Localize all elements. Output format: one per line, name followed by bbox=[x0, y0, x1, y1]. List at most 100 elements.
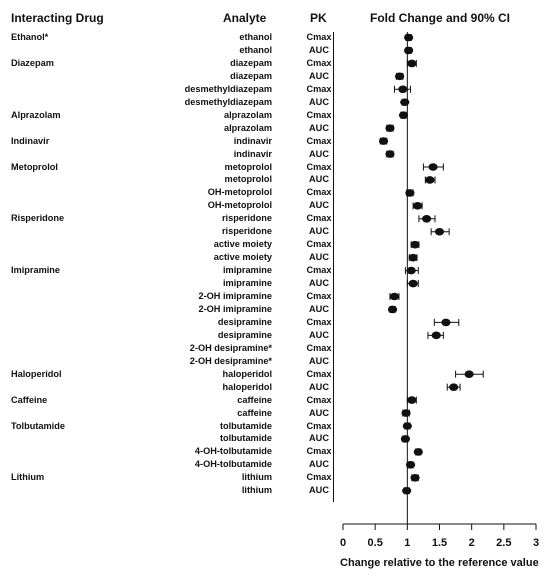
pk-label: Cmax bbox=[306, 265, 332, 276]
point-estimate bbox=[425, 176, 435, 184]
x-tick-label: 3 bbox=[533, 537, 539, 549]
analyte-label: desipramine bbox=[217, 316, 272, 327]
point-estimate bbox=[407, 396, 417, 404]
point-estimate bbox=[395, 72, 405, 81]
drug-label: Imipramine bbox=[11, 265, 61, 276]
drug-label: Indinavir bbox=[11, 135, 50, 146]
point-estimate bbox=[402, 422, 412, 430]
x-tick-label: 0.5 bbox=[368, 537, 383, 549]
analyte-label: haloperidol bbox=[222, 368, 272, 379]
pk-label: AUC bbox=[309, 96, 329, 107]
point-estimate bbox=[404, 33, 414, 42]
point-estimate bbox=[431, 331, 441, 340]
x-tick-label: 2 bbox=[469, 537, 475, 549]
analyte-label: OH-metoprolol bbox=[207, 187, 272, 198]
pk-label: AUC bbox=[309, 407, 329, 418]
pk-label: Cmax bbox=[306, 291, 332, 301]
analyte-label: 2-OH desipramine* bbox=[189, 355, 272, 366]
point-estimate bbox=[464, 370, 474, 379]
point-estimate bbox=[389, 292, 400, 301]
point-estimate bbox=[405, 189, 415, 197]
analyte-label: diazepam bbox=[230, 57, 272, 68]
analyte-label: caffeine bbox=[237, 394, 272, 405]
point-estimate bbox=[408, 279, 418, 288]
point-estimate bbox=[385, 124, 395, 132]
pk-label: AUC bbox=[309, 433, 329, 444]
analyte-label: lithium bbox=[241, 485, 272, 496]
drug-label: Caffeine bbox=[11, 394, 48, 405]
x-tick-label: 0 bbox=[340, 537, 346, 549]
pk-label: Cmax bbox=[306, 368, 332, 379]
drug-label: Tolbutamide bbox=[11, 420, 65, 431]
point-estimate bbox=[407, 59, 417, 68]
point-estimate bbox=[378, 137, 389, 145]
pk-label: AUC bbox=[309, 329, 329, 340]
pk-label: AUC bbox=[309, 226, 329, 237]
point-estimate bbox=[441, 318, 451, 327]
point-estimate bbox=[410, 474, 420, 482]
analyte-label: lithium bbox=[241, 472, 272, 483]
pk-label: AUC bbox=[309, 200, 329, 211]
pk-label: Cmax bbox=[306, 109, 332, 120]
analyte-label: desmethyldiazepam bbox=[184, 96, 272, 107]
point-estimate bbox=[405, 461, 416, 469]
pk-label: Cmax bbox=[306, 316, 332, 327]
analyte-label: desmethyldiazepam bbox=[184, 83, 272, 94]
pk-label: Cmax bbox=[306, 213, 332, 224]
point-estimate bbox=[385, 150, 395, 158]
analyte-label: indinavir bbox=[233, 135, 272, 146]
pk-label: Cmax bbox=[306, 32, 332, 42]
header-analyte: Analyte bbox=[223, 11, 267, 25]
analyte-label: 2-OH desipramine* bbox=[189, 342, 272, 353]
analyte-label: tolbutamide bbox=[219, 420, 272, 431]
pk-label: Cmax bbox=[306, 57, 332, 68]
drug-label: Metoprolol bbox=[11, 161, 58, 172]
pk-label: Cmax bbox=[306, 394, 332, 405]
point-estimate bbox=[410, 240, 420, 249]
analyte-label: 4-OH-tolbutamide bbox=[194, 459, 272, 470]
point-estimate bbox=[449, 383, 459, 391]
pk-label: AUC bbox=[309, 122, 329, 133]
analyte-label: metoprolol bbox=[224, 161, 272, 172]
pk-label: AUC bbox=[309, 303, 329, 314]
pk-label: Cmax bbox=[306, 83, 332, 94]
point-estimate bbox=[413, 202, 423, 210]
analyte-label: active moiety bbox=[213, 239, 272, 250]
pk-label: AUC bbox=[309, 485, 329, 496]
point-estimate bbox=[398, 111, 409, 119]
pk-label: Cmax bbox=[306, 446, 332, 457]
pk-label: AUC bbox=[309, 459, 329, 470]
point-estimate bbox=[398, 85, 408, 94]
x-tick-label: 1 bbox=[404, 537, 410, 549]
x-tick-label: 2.5 bbox=[496, 537, 511, 549]
pk-label: AUC bbox=[309, 70, 329, 81]
pk-label: AUC bbox=[309, 381, 329, 392]
analyte-label: ethanol bbox=[239, 32, 272, 42]
drug-label: Lithium bbox=[11, 472, 45, 483]
analyte-label: haloperidol bbox=[222, 381, 272, 392]
point-estimate bbox=[400, 435, 411, 443]
analyte-label: metoprolol bbox=[224, 174, 272, 185]
pk-label: Cmax bbox=[306, 472, 332, 483]
point-estimate bbox=[408, 253, 418, 262]
pk-label: AUC bbox=[309, 148, 329, 159]
header-pk: PK bbox=[310, 11, 327, 25]
analyte-label: alprazolam bbox=[224, 109, 272, 120]
point-estimate bbox=[428, 163, 438, 171]
pk-label: Cmax bbox=[306, 420, 332, 431]
analyte-label: desipramine bbox=[217, 329, 272, 340]
point-estimate bbox=[401, 409, 411, 417]
point-estimate bbox=[400, 98, 410, 107]
point-estimate bbox=[434, 227, 445, 236]
point-estimate bbox=[406, 266, 416, 275]
analyte-label: 4-OH-tolbutamide bbox=[194, 446, 272, 457]
analyte-label: ethanol bbox=[239, 44, 272, 55]
analyte-label: risperidone bbox=[221, 226, 272, 237]
point-estimate bbox=[404, 46, 414, 55]
pk-label: Cmax bbox=[306, 187, 332, 198]
x-axis-label: Change relative to the reference value bbox=[340, 557, 539, 569]
x-tick-label: 1.5 bbox=[432, 537, 447, 549]
point-estimate bbox=[387, 305, 398, 314]
header-fold-change: Fold Change and 90% CI bbox=[370, 11, 511, 25]
pk-label: Cmax bbox=[306, 342, 332, 353]
